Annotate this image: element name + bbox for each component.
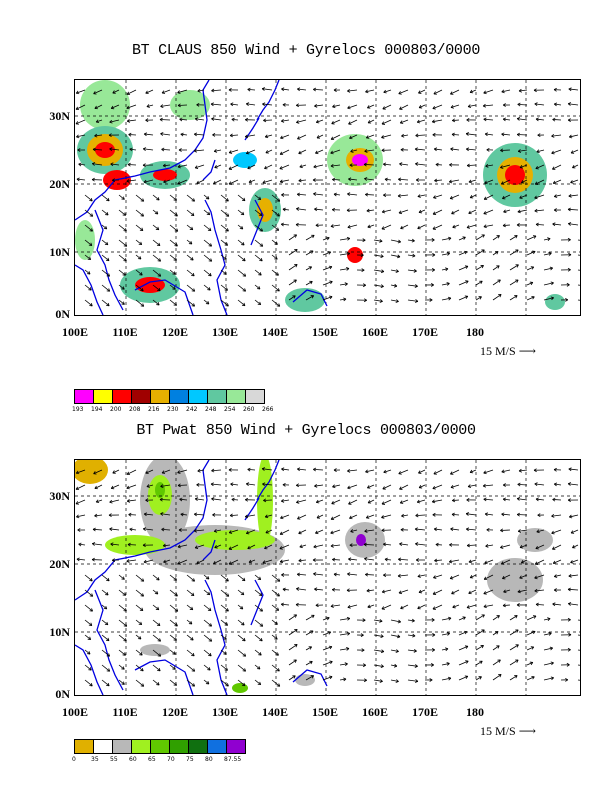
lon-label: 150E	[311, 325, 338, 339]
lon-label: 100E	[61, 325, 88, 339]
lon-label: 150E	[311, 705, 338, 719]
lat-label-30n: 30N	[49, 489, 70, 503]
legend-swatch	[74, 739, 94, 754]
legend-label: 0	[72, 756, 76, 763]
legend-label: 230	[167, 406, 179, 413]
legend-label: 260	[243, 406, 255, 413]
lon-label: 100E	[61, 705, 88, 719]
legend-swatch	[226, 389, 246, 404]
lon-label: 120E	[161, 705, 188, 719]
legend-label: 193	[72, 406, 84, 413]
legend-label: 208	[129, 406, 141, 413]
legend-swatch	[207, 389, 227, 404]
legend-swatch	[150, 389, 170, 404]
lon-label: 120E	[161, 325, 188, 339]
pwat-map-canvas	[75, 460, 580, 695]
legend-label: 35	[91, 756, 99, 763]
legend-label: 242	[186, 406, 198, 413]
lon-label: 160E	[361, 705, 388, 719]
color-legend-claus	[74, 389, 265, 404]
legend-swatch	[150, 739, 170, 754]
lat-label-0n: 0N	[55, 687, 70, 701]
legend-swatch	[93, 389, 113, 404]
legend-label: 200	[110, 406, 122, 413]
legend-label: 65	[148, 756, 156, 763]
legend-swatch	[169, 389, 189, 404]
legend-swatch	[74, 389, 94, 404]
legend-swatch	[188, 739, 208, 754]
lat-label-20n: 20N	[49, 557, 70, 571]
vector-reference-label: 15 M/S	[480, 344, 516, 358]
map-panel-claus	[74, 79, 581, 316]
lon-label: 140E	[261, 325, 288, 339]
legend-label: 60	[129, 756, 137, 763]
vector-reference: 15 M/S ⟶	[480, 724, 536, 738]
legend-label: 80	[205, 756, 213, 763]
claus-map-canvas	[75, 80, 580, 315]
legend-swatch	[245, 389, 265, 404]
panel-title: BT Pwat 850 Wind + Gyrelocs 000803/0000	[136, 422, 476, 439]
legend-label: 216	[148, 406, 160, 413]
legend-label: 254	[224, 406, 236, 413]
lat-label-10n: 10N	[49, 625, 70, 639]
lat-label-30n: 30N	[49, 109, 70, 123]
legend-label: 70	[167, 756, 175, 763]
lon-label: 170E	[411, 325, 438, 339]
legend-label: 75	[186, 756, 194, 763]
legend-label: 55	[110, 756, 118, 763]
legend-swatch	[226, 739, 246, 754]
legend-swatch	[169, 739, 189, 754]
lat-label-0n: 0N	[55, 307, 70, 321]
legend-swatch	[188, 389, 208, 404]
legend-swatch	[112, 389, 132, 404]
legend-swatch	[93, 739, 113, 754]
lat-label-10n: 10N	[49, 245, 70, 259]
panel-title: BT CLAUS 850 Wind + Gyrelocs 000803/0000	[131, 42, 481, 59]
legend-label: 248	[205, 406, 217, 413]
lat-label-20n: 20N	[49, 177, 70, 191]
lon-label: 180	[466, 325, 484, 339]
legend-swatch	[131, 389, 151, 404]
lon-label: 180	[466, 705, 484, 719]
color-legend-pwat	[74, 739, 246, 754]
legend-swatch	[131, 739, 151, 754]
lon-label: 160E	[361, 325, 388, 339]
legend-label: 266	[262, 406, 274, 413]
vector-reference-label: 15 M/S	[480, 724, 516, 738]
legend-label: 87.55	[224, 756, 242, 763]
lon-label: 110E	[112, 325, 138, 339]
lon-label: 170E	[411, 705, 438, 719]
vector-reference: 15 M/S ⟶	[480, 344, 536, 358]
lon-label: 110E	[112, 705, 138, 719]
lon-label: 130E	[211, 705, 238, 719]
lon-label: 130E	[211, 325, 238, 339]
lon-label: 140E	[261, 705, 288, 719]
legend-swatch	[207, 739, 227, 754]
legend-label: 194	[91, 406, 103, 413]
map-panel-pwat	[74, 459, 581, 696]
legend-swatch	[112, 739, 132, 754]
